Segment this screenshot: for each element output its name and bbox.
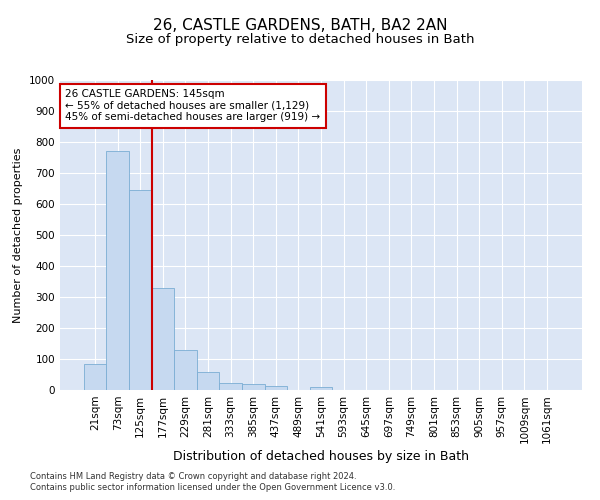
Y-axis label: Number of detached properties: Number of detached properties <box>13 148 23 322</box>
Text: Size of property relative to detached houses in Bath: Size of property relative to detached ho… <box>126 32 474 46</box>
Bar <box>197 372 220 390</box>
Text: Contains HM Land Registry data © Crown copyright and database right 2024.: Contains HM Land Registry data © Crown c… <box>30 472 356 481</box>
Text: Contains public sector information licensed under the Open Government Licence v3: Contains public sector information licen… <box>30 484 395 492</box>
Bar <box>265 386 287 390</box>
X-axis label: Distribution of detached houses by size in Bath: Distribution of detached houses by size … <box>173 450 469 464</box>
Text: 26, CASTLE GARDENS, BATH, BA2 2AN: 26, CASTLE GARDENS, BATH, BA2 2AN <box>153 18 447 32</box>
Bar <box>242 384 265 390</box>
Bar <box>106 152 129 390</box>
Bar <box>220 383 242 390</box>
Bar <box>152 288 174 390</box>
Text: 26 CASTLE GARDENS: 145sqm
← 55% of detached houses are smaller (1,129)
45% of se: 26 CASTLE GARDENS: 145sqm ← 55% of detac… <box>65 90 320 122</box>
Bar <box>174 350 197 390</box>
Bar <box>129 190 152 390</box>
Bar <box>310 387 332 390</box>
Bar <box>84 364 106 390</box>
